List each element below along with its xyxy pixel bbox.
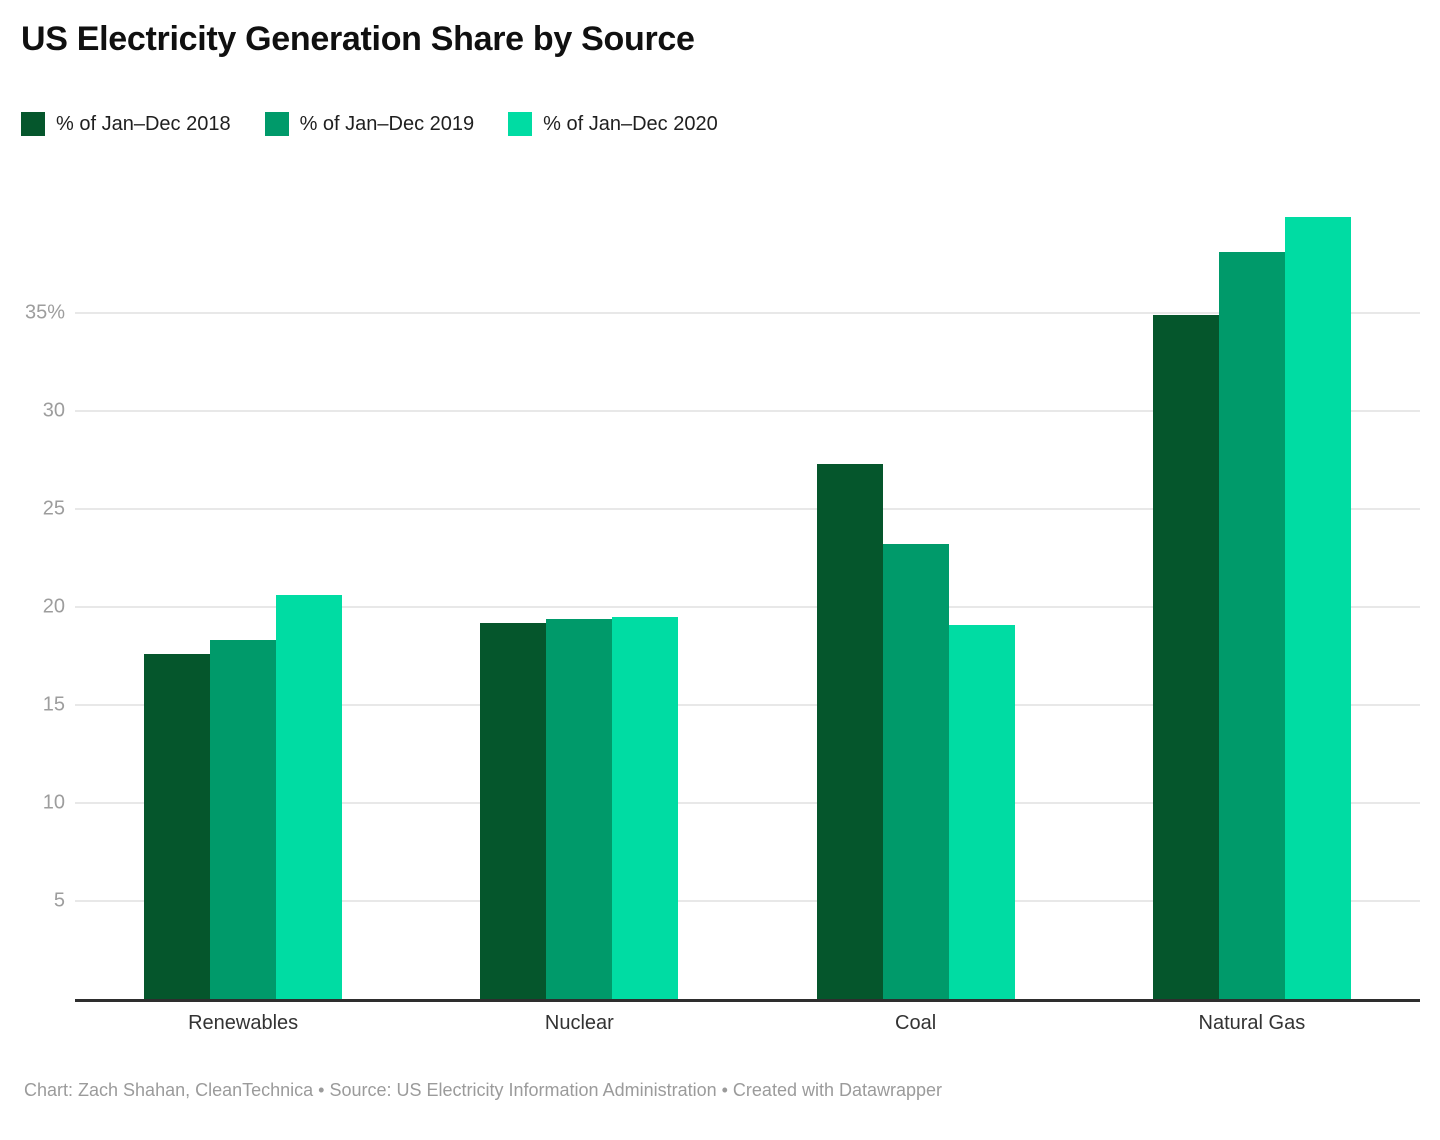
gridline-30: [75, 410, 1420, 412]
gridline-20: [75, 606, 1420, 608]
y-tick-label: 25: [42, 497, 65, 520]
legend-label: % of Jan–Dec 2020: [543, 112, 718, 135]
x-axis-label-coal: Coal: [895, 1012, 937, 1034]
y-tick-label: 20: [42, 595, 65, 618]
bar-renewables-2019: [210, 640, 277, 999]
x-axis-label-renewables: Renewables: [188, 1012, 299, 1034]
legend-item-2019: % of Jan–Dec 2019: [264, 112, 475, 136]
bar-coal-2018: [816, 463, 883, 999]
legend-swatch-icon: [508, 112, 533, 136]
y-tick-label: 35%: [24, 301, 65, 324]
bar-renewables-2018: [144, 654, 211, 999]
bar-renewables-2020: [276, 595, 343, 999]
bar-nuclear-2019: [546, 618, 613, 999]
legend-label: % of Jan–Dec 2019: [299, 112, 475, 135]
bar-nuclear-2018: [480, 622, 547, 999]
chart-footer-credit: Chart: Zach Shahan, CleanTechnica • Sour…: [24, 1080, 943, 1100]
plot-area: 5 10 15 20 25 30 35%: [25, 215, 1420, 1002]
bar-natural-gas-2020: [1284, 216, 1351, 999]
bar-coal-2020: [948, 624, 1015, 999]
chart-title: US Electricity Generation Share by Sourc…: [21, 20, 695, 58]
legend: % of Jan–Dec 2018 % of Jan–Dec 2019 % of J…: [21, 112, 718, 136]
x-axis-line: [75, 999, 1420, 1002]
x-axis-label-natural-gas: Natural Gas: [1198, 1012, 1306, 1034]
bar-coal-2019: [882, 544, 949, 999]
bar-group-renewables: [75, 215, 411, 999]
gridline-25: [75, 508, 1420, 510]
bar-groups: [75, 215, 1420, 999]
gridline-35: [75, 312, 1420, 314]
legend-swatch-icon: [21, 112, 45, 136]
gridline-5: [75, 900, 1420, 902]
bar-natural-gas-2018: [1152, 314, 1219, 999]
y-tick-label: 10: [42, 791, 65, 814]
y-tick-label: 5: [53, 889, 65, 912]
bar-natural-gas-2019: [1218, 252, 1285, 999]
y-tick-label: 15: [42, 693, 65, 716]
gridline-10: [75, 802, 1420, 804]
bar-nuclear-2020: [612, 616, 679, 999]
x-axis-label-nuclear: Nuclear: [544, 1012, 614, 1034]
legend-item-2020: % of Jan–Dec 2020: [508, 112, 718, 136]
bar-group-nuclear: [411, 215, 747, 999]
gridline-15: [75, 704, 1420, 706]
bar-group-coal: [748, 215, 1084, 999]
bar-group-natural-gas: [1084, 215, 1420, 999]
legend-item-2018: % of Jan–Dec 2018: [21, 112, 231, 136]
x-axis-category-labels: Renewables Nuclear Coal Natural Gas: [75, 1012, 1420, 1035]
y-tick-label: 30: [42, 399, 65, 422]
legend-label: % of Jan–Dec 2018: [56, 112, 231, 135]
legend-swatch-icon: [264, 112, 289, 136]
